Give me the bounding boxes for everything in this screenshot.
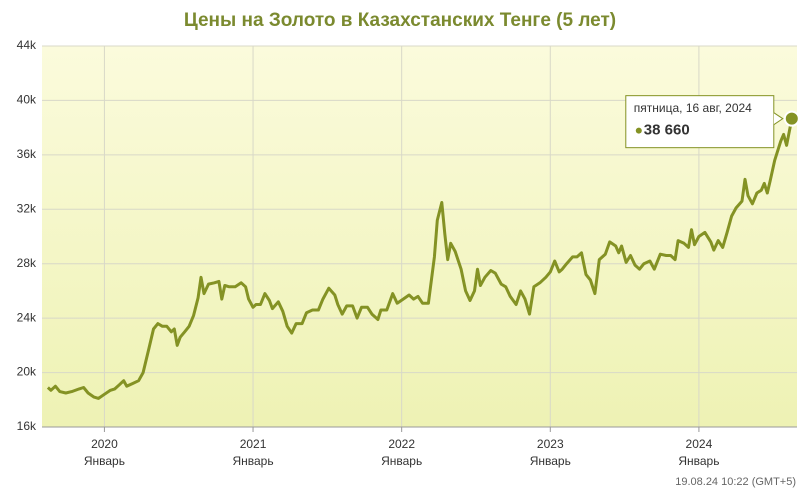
x-tick-sublabel: Январь (381, 454, 422, 468)
tooltip-value: 38 660 (644, 122, 690, 139)
tooltip-dot (635, 127, 642, 134)
x-tick-label: 2021 (240, 437, 267, 451)
x-tick-label: 2020 (91, 437, 118, 451)
y-tick-label: 24k (17, 310, 37, 324)
y-tick-label: 16k (17, 419, 37, 433)
chart-title: Цены на Золото в Казахстанских Тенге (5 … (184, 10, 616, 31)
tooltip-pointer (773, 112, 784, 126)
x-tick-label: 2024 (686, 437, 713, 451)
last-point (783, 110, 800, 127)
x-tick-label: 2023 (537, 437, 564, 451)
x-tick-sublabel: Январь (84, 454, 125, 468)
tooltip-date: пятница, 16 авг, 2024 (634, 101, 752, 115)
tooltip-box (625, 95, 775, 149)
x-tick-sublabel: Январь (232, 454, 273, 468)
y-tick-label: 40k (17, 93, 37, 107)
y-tick-label: 20k (17, 365, 37, 379)
x-tick-sublabel: Январь (678, 454, 719, 468)
x-tick-label: 2022 (388, 437, 415, 451)
timestamp: 19.08.24 10:22 (GMT+5) (675, 476, 796, 488)
price-line (46, 118, 794, 400)
y-tick-label: 28k (17, 256, 37, 270)
x-tick-sublabel: Январь (530, 454, 571, 468)
y-tick-label: 32k (17, 201, 37, 215)
y-tick-label: 44k (17, 38, 37, 52)
y-tick-label: 36k (17, 147, 37, 161)
